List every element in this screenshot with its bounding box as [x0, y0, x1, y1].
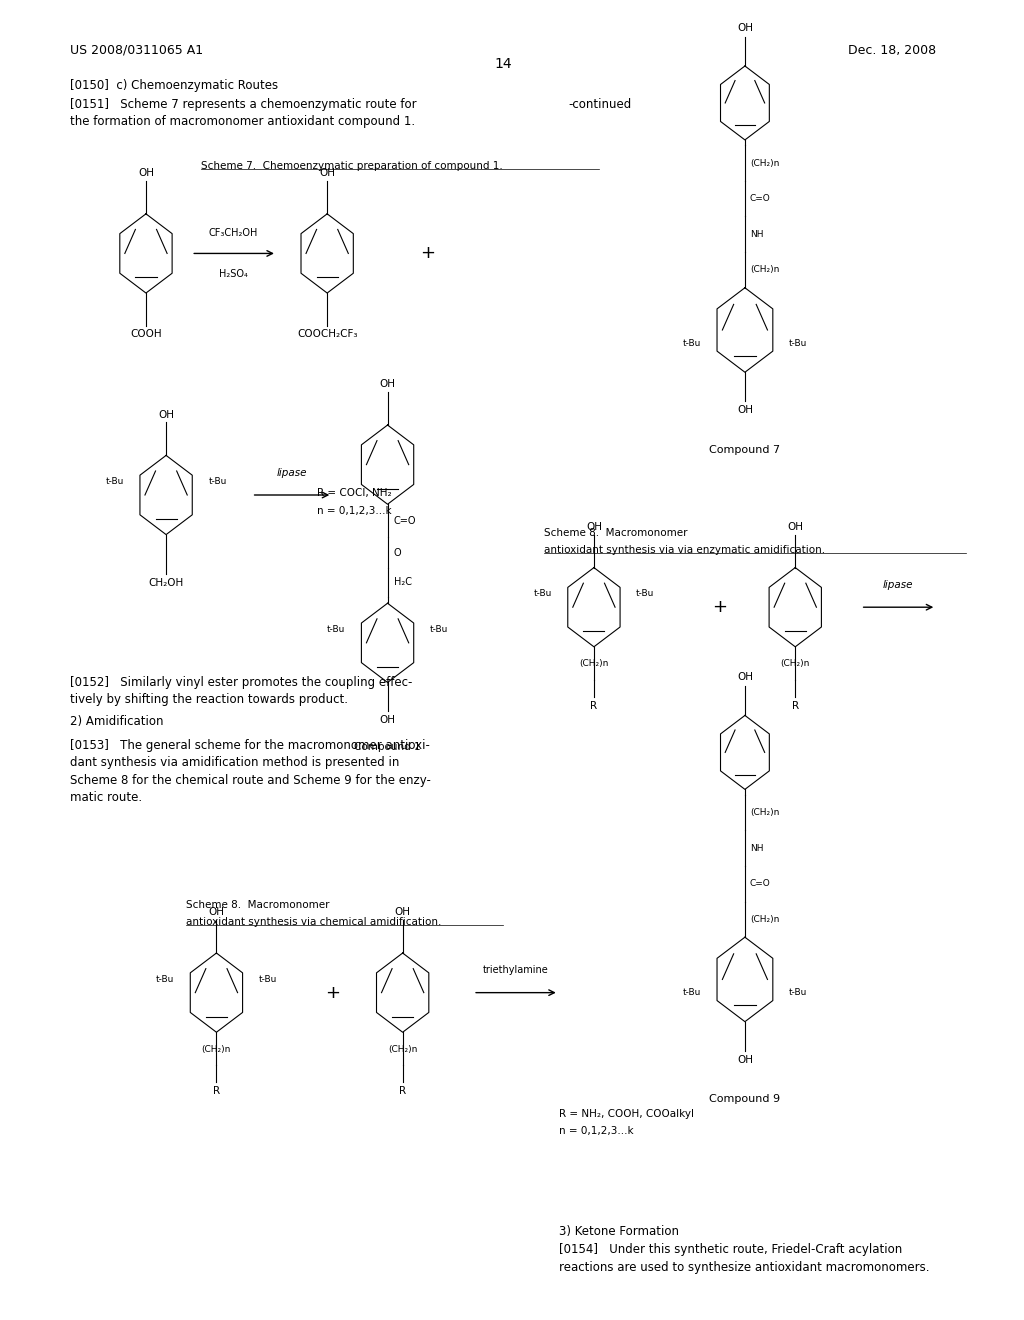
Text: OH: OH: [737, 1055, 753, 1065]
Text: O: O: [393, 548, 401, 558]
Text: OH: OH: [380, 379, 395, 389]
Text: OH: OH: [737, 405, 753, 416]
Text: NH: NH: [750, 843, 764, 853]
Text: (CH₂)n: (CH₂)n: [750, 808, 779, 817]
Text: OH: OH: [737, 672, 753, 682]
Text: OH: OH: [586, 521, 602, 532]
Text: +: +: [325, 983, 340, 1002]
Text: t-Bu: t-Bu: [259, 975, 278, 983]
Text: 14: 14: [495, 57, 512, 71]
Text: Compound 9: Compound 9: [710, 1094, 780, 1105]
Text: CH₂OH: CH₂OH: [148, 578, 183, 589]
Text: OH: OH: [209, 907, 224, 917]
Text: Scheme 7.  Chemoenzymatic preparation of compound 1.: Scheme 7. Chemoenzymatic preparation of …: [202, 161, 503, 172]
Text: t-Bu: t-Bu: [208, 478, 226, 486]
Text: lipase: lipase: [883, 579, 913, 590]
Text: R: R: [792, 701, 799, 711]
Text: R: R: [213, 1086, 220, 1097]
Text: 3) Ketone Formation: 3) Ketone Formation: [559, 1225, 679, 1238]
Text: matic route.: matic route.: [71, 791, 142, 804]
Text: C=O: C=O: [750, 879, 771, 888]
Text: Scheme 8 for the chemical route and Scheme 9 for the enzy-: Scheme 8 for the chemical route and Sche…: [71, 774, 431, 787]
Text: (CH₂)n: (CH₂)n: [750, 265, 779, 275]
Text: OH: OH: [737, 22, 753, 33]
Text: Scheme 8.  Macromonomer: Scheme 8. Macromonomer: [544, 528, 687, 539]
Text: n = 0,1,2,3...k: n = 0,1,2,3...k: [317, 506, 392, 516]
Text: the formation of macromonomer antioxidant compound 1.: the formation of macromonomer antioxidan…: [71, 115, 416, 128]
Text: Dec. 18, 2008: Dec. 18, 2008: [848, 44, 936, 57]
Text: t-Bu: t-Bu: [156, 975, 174, 983]
Text: -continued: -continued: [568, 98, 632, 111]
Text: lipase: lipase: [276, 467, 307, 478]
Text: t-Bu: t-Bu: [105, 478, 124, 486]
Text: reactions are used to synthesize antioxidant macromonomers.: reactions are used to synthesize antioxi…: [559, 1261, 929, 1274]
Text: Compound 1: Compound 1: [354, 742, 421, 752]
Text: NH: NH: [750, 230, 764, 239]
Text: (CH₂)n: (CH₂)n: [580, 660, 608, 668]
Text: [0151]   Scheme 7 represents a chemoenzymatic route for: [0151] Scheme 7 represents a chemoenzyma…: [71, 98, 417, 111]
Text: t-Bu: t-Bu: [430, 626, 449, 634]
Text: (CH₂)n: (CH₂)n: [780, 660, 810, 668]
Text: antioxidant synthesis via chemical amidification.: antioxidant synthesis via chemical amidi…: [186, 917, 441, 928]
Text: tively by shifting the reaction towards product.: tively by shifting the reaction towards …: [71, 693, 348, 706]
Text: H₂C: H₂C: [393, 577, 412, 587]
Text: OH: OH: [380, 715, 395, 726]
Text: OH: OH: [158, 409, 174, 420]
Text: OH: OH: [319, 168, 335, 178]
Text: (CH₂)n: (CH₂)n: [388, 1045, 418, 1053]
Text: OH: OH: [138, 168, 154, 178]
Text: 2) Amidification: 2) Amidification: [71, 715, 164, 729]
Text: t-Bu: t-Bu: [534, 590, 552, 598]
Text: US 2008/0311065 A1: US 2008/0311065 A1: [71, 44, 204, 57]
Text: Compound 7: Compound 7: [710, 445, 780, 455]
Text: [0152]   Similarly vinyl ester promotes the coupling effec-: [0152] Similarly vinyl ester promotes th…: [71, 676, 413, 689]
Text: COOH: COOH: [130, 329, 162, 339]
Text: R = NH₂, COOH, COOalkyl: R = NH₂, COOH, COOalkyl: [559, 1109, 693, 1119]
Text: COOCH₂CF₃: COOCH₂CF₃: [297, 329, 357, 339]
Text: dant synthesis via amidification method is presented in: dant synthesis via amidification method …: [71, 756, 399, 770]
Text: Scheme 8.  Macromonomer: Scheme 8. Macromonomer: [186, 900, 330, 911]
Text: R: R: [591, 701, 597, 711]
Text: (CH₂)n: (CH₂)n: [750, 915, 779, 924]
Text: [0154]   Under this synthetic route, Friedel-Craft acylation: [0154] Under this synthetic route, Fried…: [559, 1243, 902, 1257]
Text: C=O: C=O: [393, 516, 416, 527]
Text: [0153]   The general scheme for the macromonomer antioxi-: [0153] The general scheme for the macrom…: [71, 739, 430, 752]
Text: OH: OH: [787, 521, 803, 532]
Text: antioxidant synthesis via via enzymatic amidification.: antioxidant synthesis via via enzymatic …: [544, 545, 824, 556]
Text: t-Bu: t-Bu: [682, 989, 700, 997]
Text: R = COCl, NH₂: R = COCl, NH₂: [317, 488, 392, 499]
Text: triethylamine: triethylamine: [482, 965, 548, 975]
Text: R: R: [399, 1086, 407, 1097]
Text: (CH₂)n: (CH₂)n: [750, 158, 779, 168]
Text: OH: OH: [394, 907, 411, 917]
Text: t-Bu: t-Bu: [790, 989, 808, 997]
Text: t-Bu: t-Bu: [327, 626, 345, 634]
Text: t-Bu: t-Bu: [790, 339, 808, 347]
Text: [0150]  c) Chemoenzymatic Routes: [0150] c) Chemoenzymatic Routes: [71, 79, 279, 92]
Text: CF₃CH₂OH: CF₃CH₂OH: [209, 227, 258, 238]
Text: t-Bu: t-Bu: [682, 339, 700, 347]
Text: (CH₂)n: (CH₂)n: [202, 1045, 231, 1053]
Text: +: +: [420, 244, 435, 263]
Text: C=O: C=O: [750, 194, 771, 203]
Text: n = 0,1,2,3...k: n = 0,1,2,3...k: [559, 1126, 633, 1137]
Text: +: +: [713, 598, 727, 616]
Text: t-Bu: t-Bu: [636, 590, 654, 598]
Text: H₂SO₄: H₂SO₄: [219, 269, 248, 280]
